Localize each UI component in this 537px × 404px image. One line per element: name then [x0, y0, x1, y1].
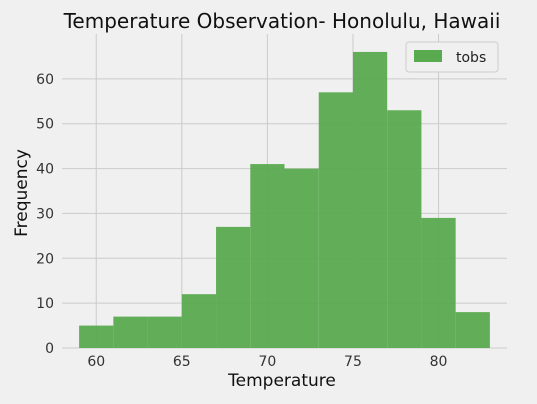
histogram-bars	[79, 51, 490, 348]
histogram-bar-5	[250, 164, 285, 348]
histogram-bar-7	[318, 92, 353, 348]
legend-swatch-tobs	[414, 50, 442, 62]
y-tick-label-60: 60	[36, 72, 54, 88]
histogram-bar-1	[113, 316, 148, 348]
x-tick-label-80: 80	[430, 354, 448, 370]
histogram-bar-4	[216, 226, 251, 348]
y-tick-label-30: 30	[36, 206, 54, 222]
histogram-bar-2	[147, 316, 182, 348]
legend-label-tobs: tobs	[456, 50, 486, 66]
y-axis-label: Frequency	[12, 149, 32, 237]
y-tick-label-40: 40	[36, 162, 54, 178]
y-axis-ticks: 0 10 20 30 40 50 60	[36, 72, 54, 357]
histogram-bar-8	[352, 51, 388, 348]
x-tick-label-75: 75	[344, 354, 362, 370]
histogram-bar-10	[421, 217, 456, 348]
x-axis-label: Temperature	[227, 371, 336, 391]
x-tick-label-60: 60	[87, 354, 105, 370]
x-tick-label-65: 65	[173, 354, 191, 370]
histogram-bar-6	[284, 168, 319, 348]
histogram-bar-0	[79, 325, 114, 348]
x-axis-ticks: 60 65 70 75 80	[87, 354, 447, 370]
y-tick-label-10: 10	[36, 296, 54, 312]
histogram-bar-3	[181, 294, 217, 348]
x-tick-label-70: 70	[258, 354, 276, 370]
y-tick-label-0: 0	[45, 341, 54, 357]
histogram-bar-11	[455, 312, 490, 348]
y-tick-label-50: 50	[36, 117, 54, 133]
chart-title: Temperature Observation- Honolulu, Hawai…	[63, 9, 501, 33]
y-tick-label-20: 20	[36, 251, 54, 267]
legend-box	[405, 41, 499, 73]
legend: tobs	[405, 41, 499, 73]
histogram-bar-9	[387, 110, 422, 348]
